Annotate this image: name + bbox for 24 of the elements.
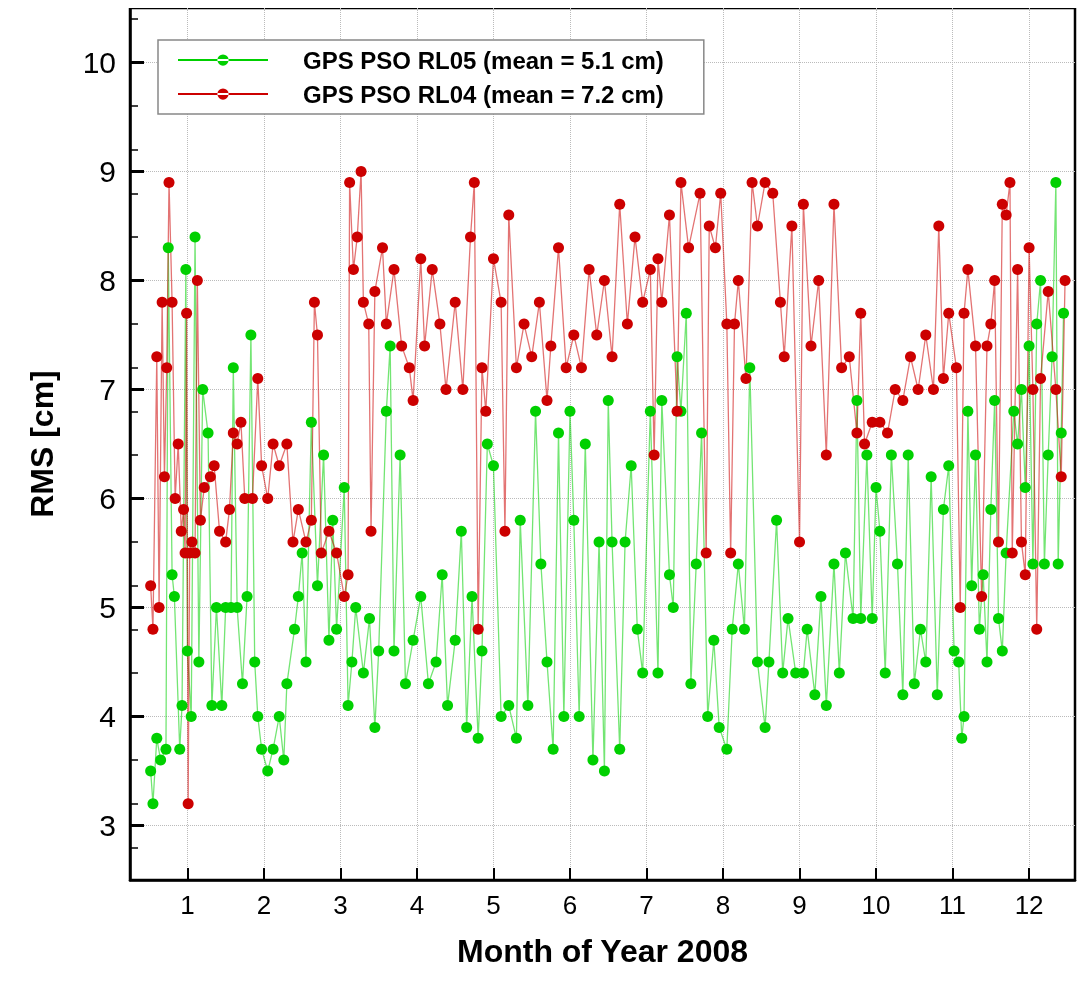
x-tick-label: 4	[409, 890, 425, 920]
y-tick-label: 8	[99, 264, 116, 297]
x-tick-label: 2	[256, 890, 272, 920]
x-tick-label: 12	[1014, 890, 1044, 920]
y-tick-label: 5	[99, 591, 116, 624]
x-tick-label: 7	[639, 890, 654, 920]
x-tick-label: 9	[792, 890, 807, 920]
y-tick-label: 9	[99, 155, 116, 188]
legend-label: GPS PSO RL05 (mean = 5.1 cm)	[303, 46, 664, 74]
x-tick-label: 11	[939, 890, 967, 920]
legend-label: GPS PSO RL04 (mean = 7.2 cm)	[303, 80, 664, 108]
y-tick-label: 3	[99, 809, 116, 842]
y-tick-label: 4	[99, 700, 116, 733]
x-tick-label: 3	[333, 890, 348, 920]
y-axis-title: RMS [cm]	[24, 370, 60, 518]
x-tick-label: 1	[180, 890, 195, 920]
x-tick-label: 8	[715, 890, 731, 920]
y-tick-label: 7	[99, 373, 116, 406]
x-axis-title: Month of Year 2008	[456, 933, 749, 969]
x-tick-label: 10	[861, 890, 891, 920]
x-tick-label: 5	[486, 890, 501, 920]
y-tick-label: 6	[99, 482, 116, 515]
x-tick-label: 6	[562, 890, 578, 920]
y-tick-label: 10	[82, 46, 116, 79]
